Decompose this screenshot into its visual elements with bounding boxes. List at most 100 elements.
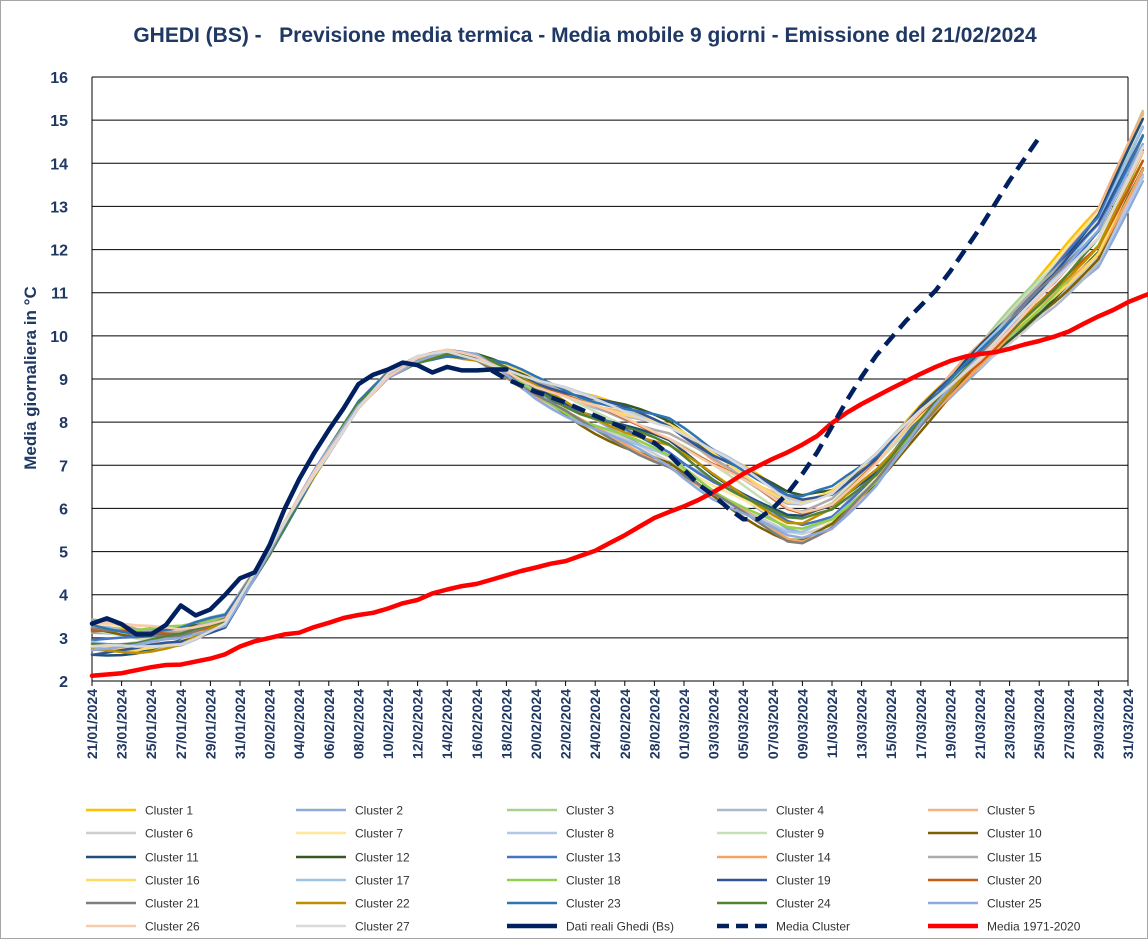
legend-label-cluster-16: Cluster 16 — [145, 874, 200, 888]
x-tick-label: 05/03/2024 — [735, 689, 751, 759]
series-line-cluster-1 — [90, 113, 1145, 634]
x-tick-label: 13/03/2024 — [854, 689, 870, 759]
legend-label-media-cluster: Media Cluster — [776, 920, 850, 934]
legend-label-cluster-14: Cluster 14 — [776, 851, 831, 865]
x-tick-label: 23/01/2024 — [114, 689, 130, 759]
y-tick-3: 3 — [59, 631, 68, 648]
x-tick-label: 14/02/2024 — [439, 689, 455, 759]
series-line-cluster-20 — [90, 159, 1145, 636]
series-line-cluster-18 — [90, 159, 1145, 632]
x-tick-label: 16/02/2024 — [469, 689, 485, 759]
legend-label-cluster-21: Cluster 21 — [145, 897, 200, 911]
x-tick-label: 27/03/2024 — [1061, 689, 1077, 759]
y-tick-16: 16 — [50, 70, 68, 87]
legend-label-cluster-13: Cluster 13 — [566, 851, 621, 865]
x-tick-label: 18/02/2024 — [498, 689, 514, 759]
x-tick-label: 26/02/2024 — [617, 689, 633, 759]
legend-label-cluster-23: Cluster 23 — [566, 897, 621, 911]
y-tick-8: 8 — [59, 415, 68, 432]
legend-label-cluster-7: Cluster 7 — [355, 827, 403, 841]
x-tick-label: 15/03/2024 — [883, 689, 899, 759]
legend-label-cluster-18: Cluster 18 — [566, 874, 621, 888]
x-tick-label: 06/02/2024 — [321, 689, 337, 759]
x-tick-label: 09/03/2024 — [794, 689, 810, 759]
legend: Cluster 1 Cluster 2 Cluster 3 Cluster 4 Clus… — [86, 804, 1081, 934]
legend-label-cluster-9: Cluster 9 — [776, 827, 824, 841]
x-tick-label: 12/02/2024 — [410, 689, 426, 759]
x-tick-label: 10/02/2024 — [380, 689, 396, 759]
legend-label-cluster-5: Cluster 5 — [987, 804, 1035, 818]
legend-label-cluster-17: Cluster 17 — [355, 874, 410, 888]
x-tick-label: 28/02/2024 — [646, 689, 662, 759]
series-line-cluster-3 — [90, 109, 1145, 653]
series-line-media-1971-2020 — [89, 291, 1148, 679]
series-line-cluster-7 — [90, 119, 1145, 631]
y-tick-9: 9 — [59, 372, 68, 389]
x-tick-label: 31/01/2024 — [232, 689, 248, 759]
legend-label-dati-reali-ghedi-bs: Dati reali Ghedi (Bs) — [566, 920, 674, 934]
legend-label-cluster-11: Cluster 11 — [145, 851, 199, 865]
legend-label-cluster-24: Cluster 24 — [776, 897, 831, 911]
legend-label-cluster-20: Cluster 20 — [987, 874, 1042, 888]
x-tick-label: 24/02/2024 — [587, 689, 603, 759]
main-series-lines — [89, 136, 1148, 679]
x-tick-label: 11/03/2024 — [824, 689, 840, 759]
x-tick-label: 03/03/2024 — [706, 689, 722, 759]
series-line-cluster-5 — [90, 111, 1145, 650]
legend-label-cluster-15: Cluster 15 — [987, 851, 1042, 865]
y-tick-13: 13 — [50, 199, 68, 216]
y-tick-2: 2 — [59, 674, 68, 691]
x-tick-label: 04/02/2024 — [291, 689, 307, 759]
y-tick-labels: 2 3 4 5 6 7 8 9 10 11 12 13 14 15 16 — [50, 70, 68, 691]
x-tick-label: 25/03/2024 — [1031, 689, 1047, 759]
legend-label-cluster-2: Cluster 2 — [355, 804, 403, 818]
series-line-cluster-13 — [90, 126, 1145, 642]
x-tick-label: 22/02/2024 — [558, 689, 574, 759]
y-tick-15: 15 — [50, 113, 68, 130]
y-tick-14: 14 — [50, 156, 68, 173]
x-tick-label: 01/03/2024 — [676, 689, 692, 759]
legend-label-cluster-8: Cluster 8 — [566, 827, 614, 841]
series-line-media-cluster — [490, 136, 1042, 522]
x-tick-label: 21/01/2024 — [84, 689, 100, 759]
x-tick-label: 08/02/2024 — [350, 689, 366, 759]
series-line-cluster-21 — [90, 135, 1145, 638]
x-tick-label: 27/01/2024 — [173, 689, 189, 759]
series-line-cluster-12 — [90, 168, 1145, 633]
legend-label-cluster-26: Cluster 26 — [145, 920, 200, 934]
x-tick-label: 21/03/2024 — [972, 689, 988, 759]
y-tick-10: 10 — [50, 329, 68, 346]
legend-label-media-1971-2020: Media 1971-2020 — [987, 920, 1081, 934]
x-tick-label: 25/01/2024 — [143, 689, 159, 759]
x-tick-labels: 21/01/2024 23/01/2024 25/01/2024 27/01/2024… — [84, 681, 1136, 759]
y-tick-4: 4 — [59, 588, 68, 605]
y-tick-7: 7 — [59, 458, 68, 475]
x-tick-label: 19/03/2024 — [942, 689, 958, 759]
x-tick-label: 02/02/2024 — [262, 689, 278, 759]
legend-label-cluster-19: Cluster 19 — [776, 874, 831, 888]
x-tick-label: 31/03/2024 — [1120, 689, 1136, 759]
legend-label-cluster-10: Cluster 10 — [987, 827, 1042, 841]
series-line-dati-reali-ghedi-bs — [89, 360, 509, 637]
chart-title: GHEDI (BS) - Previsione media termica - … — [133, 24, 1037, 47]
x-tick-label: 29/01/2024 — [202, 689, 218, 759]
series-line-cluster-24 — [90, 149, 1145, 646]
legend-label-cluster-25: Cluster 25 — [987, 897, 1042, 911]
y-tick-11: 11 — [51, 286, 68, 303]
legend-label-cluster-6: Cluster 6 — [145, 827, 193, 841]
y-tick-6: 6 — [59, 501, 68, 518]
legend-label-cluster-12: Cluster 12 — [355, 851, 410, 865]
series-line-cluster-9 — [90, 116, 1145, 641]
series-line-cluster-23 — [90, 134, 1145, 635]
legend-label-cluster-4: Cluster 4 — [776, 804, 824, 818]
series-line-cluster-17 — [90, 125, 1145, 647]
legend-label-cluster-22: Cluster 22 — [355, 897, 410, 911]
legend-label-cluster-27: Cluster 27 — [355, 920, 410, 934]
legend-label-cluster-1: Cluster 1 — [145, 804, 193, 818]
y-tick-5: 5 — [59, 545, 68, 562]
x-tick-label: 07/03/2024 — [765, 689, 781, 759]
x-tick-label: 23/03/2024 — [1002, 689, 1018, 759]
x-tick-label: 29/03/2024 — [1090, 689, 1106, 759]
